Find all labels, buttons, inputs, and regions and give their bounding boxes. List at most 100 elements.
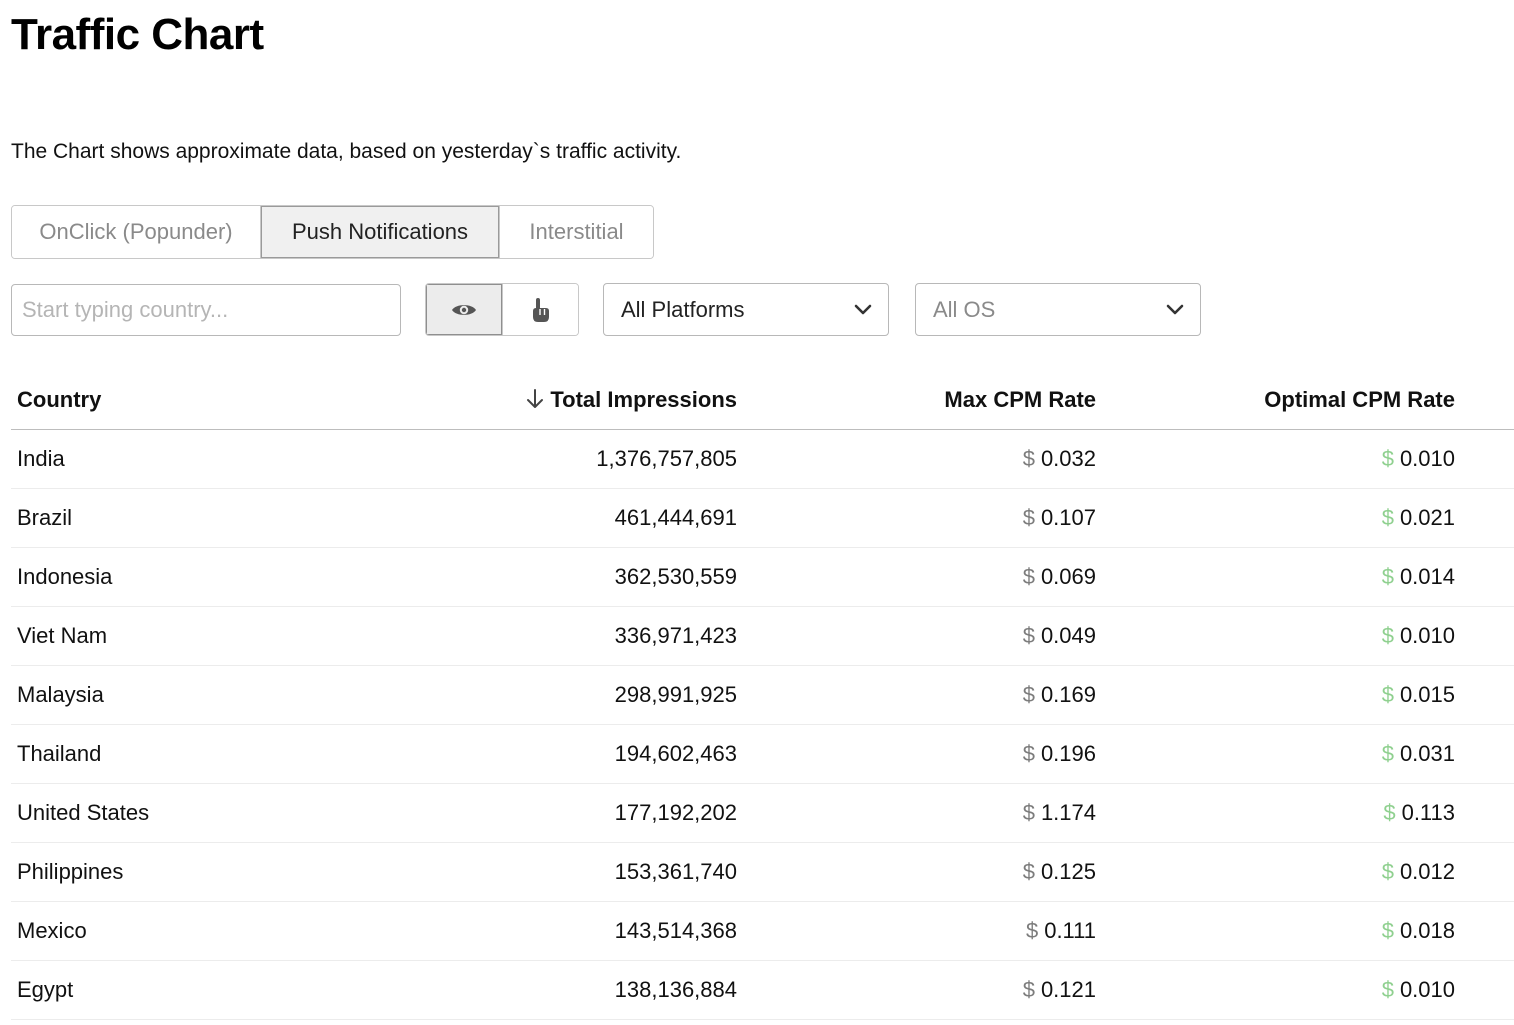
tab-interstitial[interactable]: Interstitial [500,206,653,258]
currency-symbol: $ [1381,858,1394,884]
country-cell: Viet Nam [11,606,331,666]
currency-symbol: $ [1381,622,1394,648]
optimal-cpm-cell: $0.021 [1096,488,1455,548]
max-cpm-cell: $0.125 [737,842,1096,902]
column-header-country[interactable]: Country [11,371,331,430]
optimal-cpm-value: 0.021 [1399,504,1455,530]
spacer-cell [1455,547,1514,607]
platform-select-value: All Platforms [621,296,745,322]
max-cpm-value: 1.174 [1040,799,1096,825]
country-cell: Brazil [11,488,331,548]
impressions-cell: 153,361,740 [331,842,737,902]
currency-symbol: $ [1022,445,1035,471]
optimal-cpm-cell: $0.018 [1096,901,1455,961]
spacer-cell [1455,842,1514,902]
impressions-cell: 194,602,463 [331,724,737,784]
max-cpm-cell: $0.049 [737,606,1096,666]
country-cell: United States [11,783,331,843]
max-cpm-value: 0.169 [1040,681,1096,707]
impressions-cell: 143,514,368 [331,901,737,961]
tab-onclick-popunder[interactable]: OnClick (Popunder) [12,206,261,258]
view-mode-toggle [425,283,579,336]
impressions-cell: 138,136,884 [331,960,737,1020]
max-cpm-cell: $0.121 [737,960,1096,1020]
spacer-cell [1455,724,1514,784]
clicks-view-button[interactable] [501,284,578,335]
optimal-cpm-cell: $0.010 [1096,429,1455,489]
max-cpm-cell: $0.032 [737,429,1096,489]
currency-symbol: $ [1022,504,1035,530]
spacer-cell [1455,901,1514,961]
spacer-cell [1455,960,1514,1020]
optimal-cpm-cell: $0.031 [1096,724,1455,784]
max-cpm-cell: $1.174 [737,783,1096,843]
impressions-cell: 298,991,925 [331,665,737,725]
country-cell: Philippines [11,842,331,902]
max-cpm-value: 0.049 [1040,622,1096,648]
max-cpm-cell: $0.111 [737,901,1096,961]
table-row: Viet Nam 336,971,423 $0.049 $0.010 [11,606,1514,666]
optimal-cpm-cell: $0.015 [1096,665,1455,725]
currency-symbol: $ [1022,976,1035,1002]
optimal-cpm-cell: $0.010 [1096,960,1455,1020]
chevron-down-icon [1166,304,1184,315]
impressions-cell: 336,971,423 [331,606,737,666]
max-cpm-cell: $0.069 [737,547,1096,607]
impressions-cell: 461,444,691 [331,488,737,548]
optimal-cpm-value: 0.010 [1399,976,1455,1002]
country-cell: Thailand [11,724,331,784]
country-cell: Indonesia [11,547,331,607]
spacer-cell [1455,665,1514,725]
table-row: India 1,376,757,805 $0.032 $0.010 [11,429,1514,489]
currency-symbol: $ [1381,563,1394,589]
currency-symbol: $ [1022,799,1035,825]
table-row: Malaysia 298,991,925 $0.169 $0.015 [11,665,1514,725]
currency-symbol: $ [1025,917,1039,943]
max-cpm-cell: $0.107 [737,488,1096,548]
column-header-max-cpm[interactable]: Max CPM Rate [737,371,1096,430]
column-header-total-impressions[interactable]: Total Impressions [331,371,737,430]
table-row: Thailand 194,602,463 $0.196 $0.031 [11,724,1514,784]
table-row: Indonesia 362,530,559 $0.069 $0.014 [11,547,1514,607]
optimal-cpm-value: 0.010 [1399,622,1455,648]
traffic-table: Country Total Impressions Max CPM Rate O… [11,371,1514,1020]
optimal-cpm-value: 0.018 [1399,917,1455,943]
country-search-input[interactable] [11,284,401,336]
column-header-label: Total Impressions [550,386,737,412]
max-cpm-cell: $0.169 [737,665,1096,725]
optimal-cpm-value: 0.012 [1399,858,1455,884]
page-subtitle: The Chart shows approximate data, based … [11,140,682,163]
table-row: United States 177,192,202 $1.174 $0.113 [11,783,1514,843]
tab-push-notifications[interactable]: Push Notifications [261,206,500,258]
max-cpm-value: 0.125 [1040,858,1096,884]
table-body: India 1,376,757,805 $0.032 $0.010 Brazil 461,… [11,429,1514,1020]
optimal-cpm-cell: $0.012 [1096,842,1455,902]
currency-symbol: $ [1381,917,1394,943]
optimal-cpm-value: 0.010 [1399,445,1455,471]
sort-arrow-down-icon [527,388,544,408]
impressions-cell: 362,530,559 [331,547,737,607]
column-header-optimal-cpm[interactable]: Optimal CPM Rate [1096,371,1455,430]
impressions-view-button[interactable] [426,284,502,335]
country-cell: Mexico [11,901,331,961]
max-cpm-value: 0.032 [1040,445,1096,471]
table-row: Philippines 153,361,740 $0.125 $0.012 [11,842,1514,902]
pointer-hand-icon [533,297,550,322]
optimal-cpm-value: 0.031 [1399,740,1455,766]
currency-symbol: $ [1022,740,1035,766]
platform-select[interactable]: All Platforms [603,283,889,336]
currency-symbol: $ [1022,858,1035,884]
table-row: Brazil 461,444,691 $0.107 $0.021 [11,488,1514,548]
table-row: Mexico 143,514,368 $0.111 $0.018 [11,901,1514,961]
currency-symbol: $ [1381,445,1394,471]
ad-format-tabs: OnClick (Popunder) Push Notifications In… [11,205,654,259]
os-select[interactable]: All OS [915,283,1201,336]
currency-symbol: $ [1381,681,1394,707]
table-row: Egypt 138,136,884 $0.121 $0.010 [11,960,1514,1020]
currency-symbol: $ [1381,976,1394,1002]
country-cell: India [11,429,331,489]
spacer-cell [1455,606,1514,666]
max-cpm-value: 0.069 [1040,563,1096,589]
max-cpm-value: 0.196 [1040,740,1096,766]
